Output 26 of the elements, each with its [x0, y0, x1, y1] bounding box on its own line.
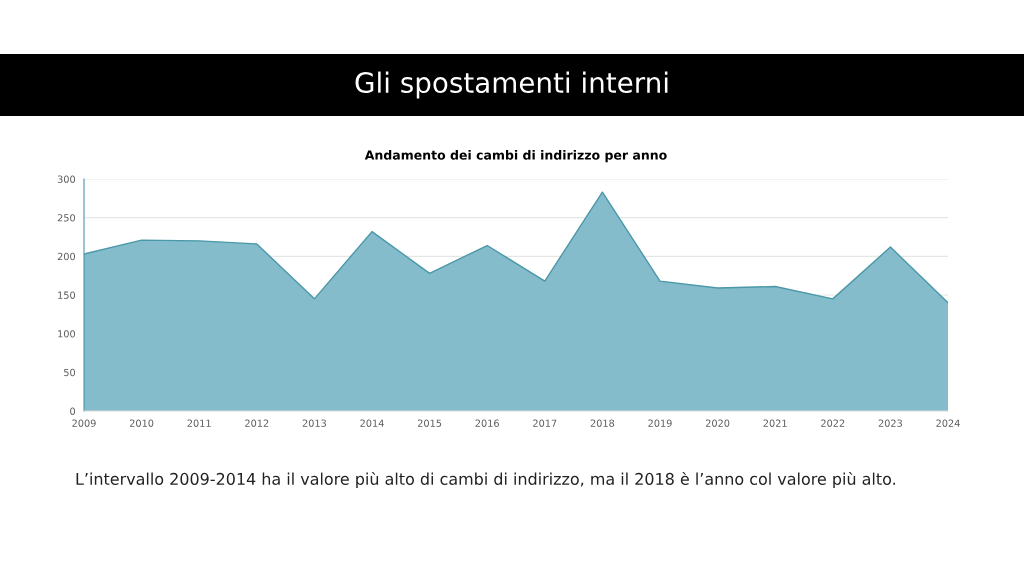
x-tick-label: 2009	[72, 419, 96, 427]
x-tick-label: 2022	[821, 419, 845, 427]
x-tick-label: 2017	[533, 419, 557, 427]
chart-title: Gli spostamenti interni	[355, 71, 668, 99]
y-tick-label: 100	[58, 330, 76, 338]
x-tick-label: 2023	[878, 419, 902, 427]
x-tick-label: 2015	[417, 419, 442, 427]
x-tick-label: 2019	[648, 419, 672, 427]
x-tick-label: 2021	[763, 419, 787, 427]
y-tick-label: 50	[64, 368, 76, 377]
text: L’intervallo 2009-2014 ha il valore più alto di cambi di indirizzo, ma il 2018 è l’anno col valore più alto.	[76, 471, 895, 489]
y-tick-label: 300	[57, 175, 76, 183]
y-tick-label: 150	[58, 291, 76, 299]
y-tick-label: 250	[57, 214, 76, 222]
x-tick-label: 2024	[936, 419, 960, 427]
y-tick-label: 0	[70, 407, 76, 415]
x-tick-label: 2010	[129, 419, 154, 427]
x-tick-label: 2018	[590, 419, 615, 427]
chart-subtitle: Andamento dei cambi di indirizzo per anno	[364, 150, 667, 163]
x-tick-label: 2014	[360, 419, 384, 427]
x-tick-label: 2016	[475, 419, 499, 427]
x-tick-label: 2012	[245, 419, 269, 427]
x-tick-label: 2013	[302, 419, 326, 427]
x-tick-label: 2011	[187, 419, 211, 427]
x-tick-label: 2020	[705, 419, 730, 427]
y-tick-label: 200	[57, 252, 76, 261]
